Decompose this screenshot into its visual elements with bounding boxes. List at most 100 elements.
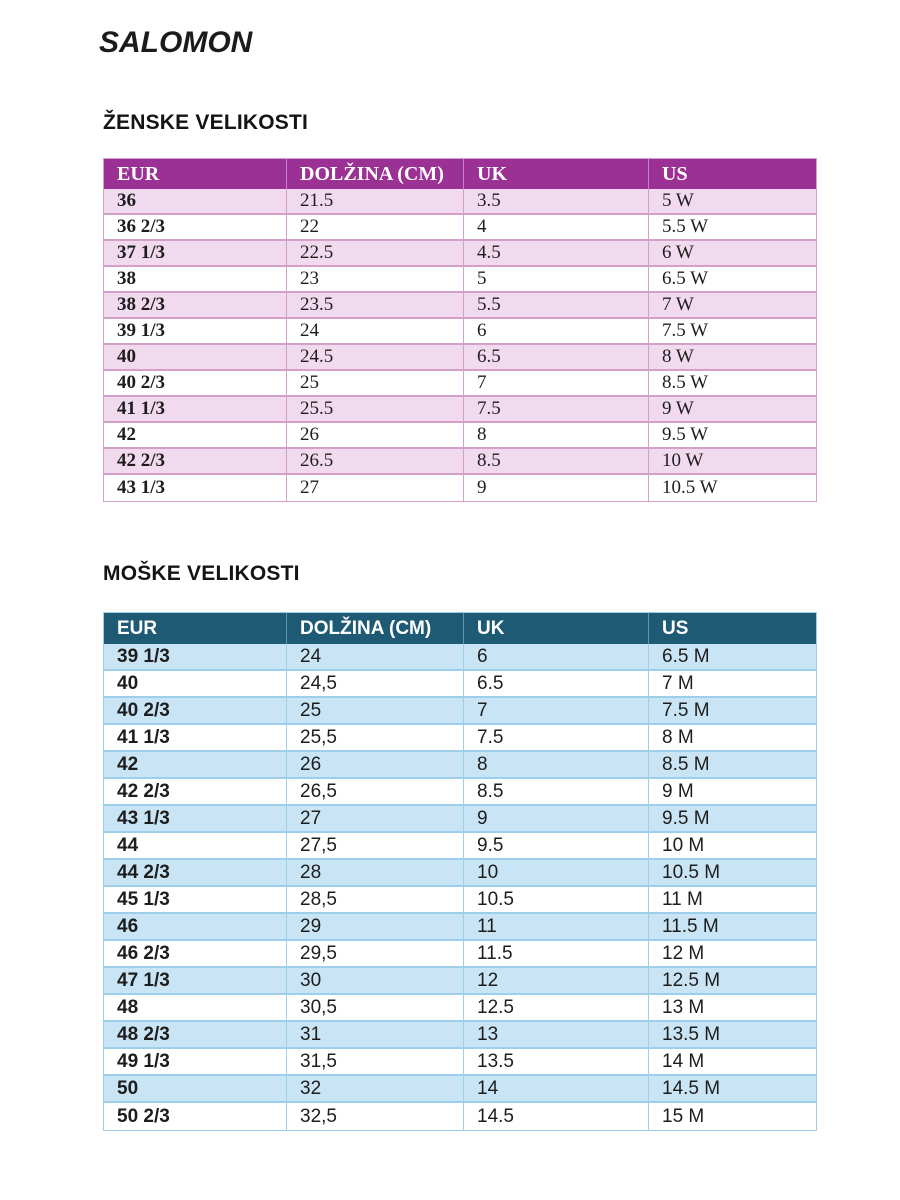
table-cell: 5 xyxy=(464,267,649,293)
table-cell: 27 xyxy=(287,475,464,501)
table-cell: 7 xyxy=(464,698,649,725)
table-cell: 25 xyxy=(287,698,464,725)
table-cell: 6 xyxy=(464,319,649,345)
table-cell: 11 M xyxy=(649,887,816,914)
table-cell: 48 xyxy=(104,995,287,1022)
table-cell: 31 xyxy=(287,1022,464,1049)
table-cell: 24.5 xyxy=(287,345,464,371)
table-row: 44 2/3 28 10 10.5 M xyxy=(104,860,816,887)
column-header: EUR xyxy=(104,613,287,644)
table-cell: 25,5 xyxy=(287,725,464,752)
table-row: 46 2/3 29,5 11.5 12 M xyxy=(104,941,816,968)
table-row: 40 2/3 25 7 7.5 M xyxy=(104,698,816,725)
table-cell: 43 1/3 xyxy=(104,806,287,833)
table-cell: 39 1/3 xyxy=(104,319,287,345)
table-row: 40 2/3 25 7 8.5 W xyxy=(104,371,816,397)
table-cell: 13.5 M xyxy=(649,1022,816,1049)
table-cell: 30,5 xyxy=(287,995,464,1022)
table-cell: 32,5 xyxy=(287,1103,464,1130)
column-header: UK xyxy=(464,159,649,189)
table-cell: 7 W xyxy=(649,293,816,319)
table-cell: 10.5 xyxy=(464,887,649,914)
table-cell: 25 xyxy=(287,371,464,397)
table-cell: 9 M xyxy=(649,779,816,806)
table-cell: 8.5 xyxy=(464,779,649,806)
table-cell: 12.5 M xyxy=(649,968,816,995)
table-cell: 26,5 xyxy=(287,779,464,806)
table-row: 39 1/3 24 6 7.5 W xyxy=(104,319,816,345)
table-cell: 15 M xyxy=(649,1103,816,1130)
table-cell: 6.5 M xyxy=(649,644,816,671)
table-cell: 31,5 xyxy=(287,1049,464,1076)
table-cell: 4.5 xyxy=(464,241,649,267)
table-row: 49 1/3 31,5 13.5 14 M xyxy=(104,1049,816,1076)
table-row: 36 2/3 22 4 5.5 W xyxy=(104,215,816,241)
table-cell: 10.5 W xyxy=(649,475,816,501)
table-cell: 11.5 xyxy=(464,941,649,968)
women-section-title: ŽENSKE VELIKOSTI xyxy=(103,111,309,134)
table-row: 40 24,5 6.5 7 M xyxy=(104,671,816,698)
table-cell: 8.5 W xyxy=(649,371,816,397)
table-cell: 37 1/3 xyxy=(104,241,287,267)
table-cell: 30 xyxy=(287,968,464,995)
table-cell: 36 xyxy=(104,189,287,215)
table-row: 43 1/3 27 9 9.5 M xyxy=(104,806,816,833)
table-cell: 23.5 xyxy=(287,293,464,319)
table-cell: 26.5 xyxy=(287,449,464,475)
table-cell: 6.5 xyxy=(464,671,649,698)
table-row: 50 2/3 32,5 14.5 15 M xyxy=(104,1103,816,1130)
table-cell: 21.5 xyxy=(287,189,464,215)
table-cell: 29 xyxy=(287,914,464,941)
women-size-table: EUR DOLŽINA (CM) UK US 36 21.5 3.5 5 W 36 2/3 22… xyxy=(103,158,817,502)
table-cell: 40 2/3 xyxy=(104,698,287,725)
salomon-logo: SALOMON xyxy=(99,26,253,59)
table-cell: 4 xyxy=(464,215,649,241)
table-cell: 43 1/3 xyxy=(104,475,287,501)
table-row: 38 2/3 23.5 5.5 7 W xyxy=(104,293,816,319)
table-cell: 5.5 xyxy=(464,293,649,319)
table-cell: 6 xyxy=(464,644,649,671)
column-header: DOLŽINA (CM) xyxy=(287,613,464,644)
column-header: US xyxy=(649,159,816,189)
table-row: 42 2/3 26.5 8.5 10 W xyxy=(104,449,816,475)
table-cell: 24,5 xyxy=(287,671,464,698)
table-cell: 7.5 W xyxy=(649,319,816,345)
table-cell: 8.5 M xyxy=(649,752,816,779)
table-cell: 7 xyxy=(464,371,649,397)
table-cell: 6 W xyxy=(649,241,816,267)
table-cell: 7 M xyxy=(649,671,816,698)
table-row: 43 1/3 27 9 10.5 W xyxy=(104,475,816,501)
table-row: 42 26 8 8.5 M xyxy=(104,752,816,779)
table-cell: 14 M xyxy=(649,1049,816,1076)
table-cell: 41 1/3 xyxy=(104,725,287,752)
table-cell: 46 xyxy=(104,914,287,941)
table-cell: 9.5 M xyxy=(649,806,816,833)
table-cell: 14.5 xyxy=(464,1103,649,1130)
table-cell: 48 2/3 xyxy=(104,1022,287,1049)
table-cell: 13.5 xyxy=(464,1049,649,1076)
table-cell: 42 2/3 xyxy=(104,779,287,806)
table-cell: 9.5 W xyxy=(649,423,816,449)
table-cell: 32 xyxy=(287,1076,464,1103)
table-cell: 44 2/3 xyxy=(104,860,287,887)
table-row: 48 2/3 31 13 13.5 M xyxy=(104,1022,816,1049)
table-row: 44 27,5 9.5 10 M xyxy=(104,833,816,860)
table-row: 47 1/3 30 12 12.5 M xyxy=(104,968,816,995)
table-row: 40 24.5 6.5 8 W xyxy=(104,345,816,371)
table-row: 36 21.5 3.5 5 W xyxy=(104,189,816,215)
table-cell: 39 1/3 xyxy=(104,644,287,671)
table-cell: 38 xyxy=(104,267,287,293)
table-cell: 26 xyxy=(287,423,464,449)
table-cell: 25.5 xyxy=(287,397,464,423)
table-cell: 10 M xyxy=(649,833,816,860)
table-cell: 8 M xyxy=(649,725,816,752)
table-cell: 44 xyxy=(104,833,287,860)
table-cell: 5 W xyxy=(649,189,816,215)
table-cell: 12 xyxy=(464,968,649,995)
table-cell: 24 xyxy=(287,319,464,345)
men-table-header-row: EUR DOLŽINA (CM) UK US xyxy=(104,613,816,644)
table-cell: 50 xyxy=(104,1076,287,1103)
table-cell: 27,5 xyxy=(287,833,464,860)
table-cell: 42 xyxy=(104,752,287,779)
